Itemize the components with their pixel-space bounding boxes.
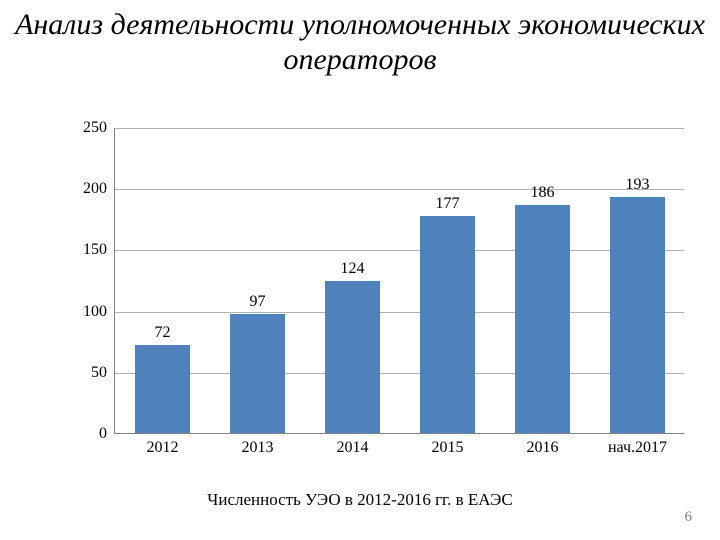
bar-slot: 193нач.2017 [590,128,685,433]
page-number: 6 [685,509,693,526]
bar: 193 [610,197,665,433]
bar-slot: 1862016 [495,128,590,433]
bar: 97 [230,314,285,433]
slide: Анализ деятельности уполномоченных эконо… [0,0,720,540]
y-tick-label: 50 [91,364,115,382]
bar-chart: 0501001502002507220129720131242014177201… [72,128,688,458]
x-tick-label: 2012 [147,433,179,457]
slide-title: Анализ деятельности уполномоченных эконо… [0,8,720,77]
bar-slot: 722012 [115,128,210,433]
bar-slot: 972013 [210,128,305,433]
bar-value-label: 193 [625,176,649,197]
bar-value-label: 124 [340,260,364,281]
x-tick-label: 2015 [432,433,464,457]
bar-value-label: 97 [249,293,265,314]
bar: 186 [515,205,570,433]
bar: 177 [420,216,475,433]
bar-value-label: 72 [154,324,170,345]
bar-slot: 1242014 [305,128,400,433]
y-tick-label: 100 [83,303,115,321]
x-tick-label: 2014 [337,433,369,457]
y-tick-label: 250 [83,119,115,137]
bar: 124 [325,281,380,433]
x-tick-label: 2013 [242,433,274,457]
bar-value-label: 177 [435,195,459,216]
y-tick-label: 150 [83,241,115,259]
x-tick-label: 2016 [527,433,559,457]
y-tick-label: 200 [83,180,115,198]
bar: 72 [135,345,190,433]
chart-subtitle: Численность УЭО в 2012-2016 гг. в ЕАЭС [0,490,720,510]
y-tick-label: 0 [99,425,115,443]
x-tick-label: нач.2017 [608,433,667,457]
bar-value-label: 186 [530,184,554,205]
chart-plot-area: 0501001502002507220129720131242014177201… [114,128,684,434]
bar-slot: 1772015 [400,128,495,433]
